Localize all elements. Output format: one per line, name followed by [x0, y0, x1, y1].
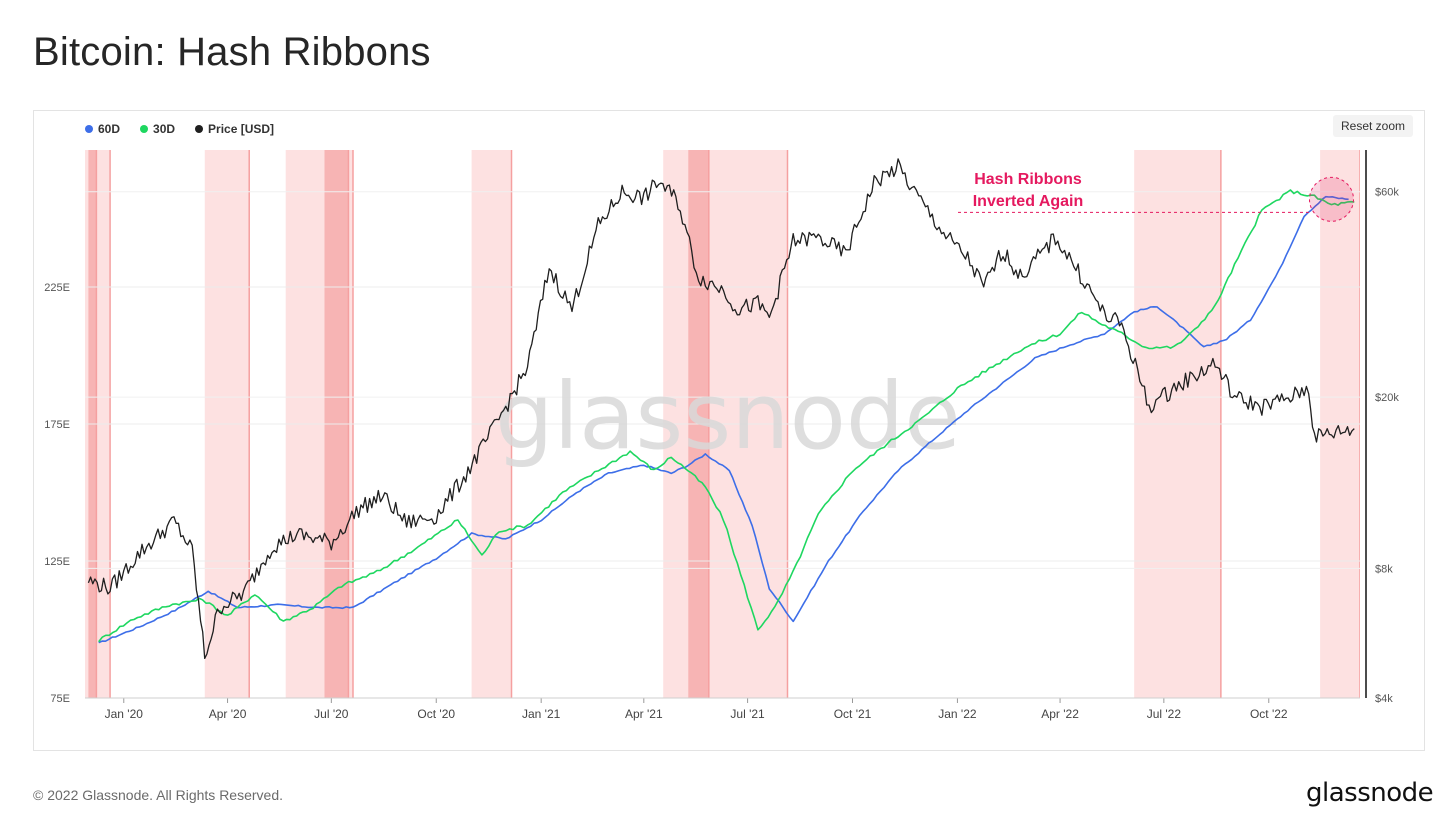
axes: 75E 125E 175E 225E $4k $8k $20k $60k Jan '20 Apr … [44, 150, 1399, 721]
reset-zoom-button[interactable]: Reset zoom [1333, 115, 1414, 137]
y-left-tick-label: 225E [44, 282, 70, 294]
annotation-circle [1308, 176, 1354, 222]
x-tick-label: Oct '20 [417, 707, 455, 721]
x-tick-label: Apr '21 [625, 707, 663, 721]
x-tick-label: Jul '20 [314, 707, 349, 721]
y-right-tick-label: $4k [1375, 693, 1393, 705]
y-left-tick-label: 175E [44, 419, 70, 431]
legend-item-60d[interactable]: 60D [85, 122, 120, 136]
x-tick-label: Oct '21 [834, 707, 872, 721]
x-tick-label: Oct '22 [1250, 707, 1288, 721]
x-tick-label: Apr '20 [209, 707, 247, 721]
series-lines [87, 158, 1355, 660]
glassnode-logo: glassnode [1306, 778, 1434, 808]
x-tick-label: Apr '22 [1041, 707, 1079, 721]
legend-label-price: Price [USD] [208, 122, 275, 136]
y-right-tick-label: $60k [1375, 187, 1399, 199]
legend-item-30d[interactable]: 30D [140, 122, 175, 136]
legend-label-30d: 30D [153, 122, 176, 136]
y-left-tick-label: 125E [44, 556, 70, 568]
series-line-30d [98, 189, 1355, 643]
footer-copyright: © 2022 Glassnode. All Rights Reserved. [33, 787, 284, 803]
annotation-text-line: Hash Ribbons [974, 171, 1082, 188]
legend-dot-30d [140, 125, 149, 133]
x-tick-label: Jul '22 [1147, 707, 1182, 721]
y-right-tick-label: $8k [1375, 563, 1393, 575]
annotation-group: Hash Ribbons Inverted Again [958, 171, 1354, 222]
watermark: glassnode [495, 363, 961, 470]
x-tick-label: Jan '22 [938, 707, 977, 721]
legend-label-60d: 60D [98, 122, 121, 136]
page-title: Bitcoin: Hash Ribbons [33, 30, 431, 74]
series-line-price [87, 158, 1355, 660]
series-line-60d [98, 195, 1349, 644]
x-tick-label: Jan '21 [522, 707, 561, 721]
x-tick-label: Jul '21 [730, 707, 765, 721]
legend: 60D 30D Price [USD] [85, 122, 274, 136]
legend-item-price[interactable]: Price [USD] [195, 122, 274, 136]
annotation-text-line: Inverted Again [973, 193, 1084, 210]
y-left-tick-label: 75E [50, 693, 70, 705]
legend-dot-price [195, 125, 204, 133]
y-right-tick-label: $20k [1375, 392, 1399, 404]
x-tick-label: Jan '20 [105, 707, 144, 721]
legend-dot-60d [85, 125, 93, 133]
